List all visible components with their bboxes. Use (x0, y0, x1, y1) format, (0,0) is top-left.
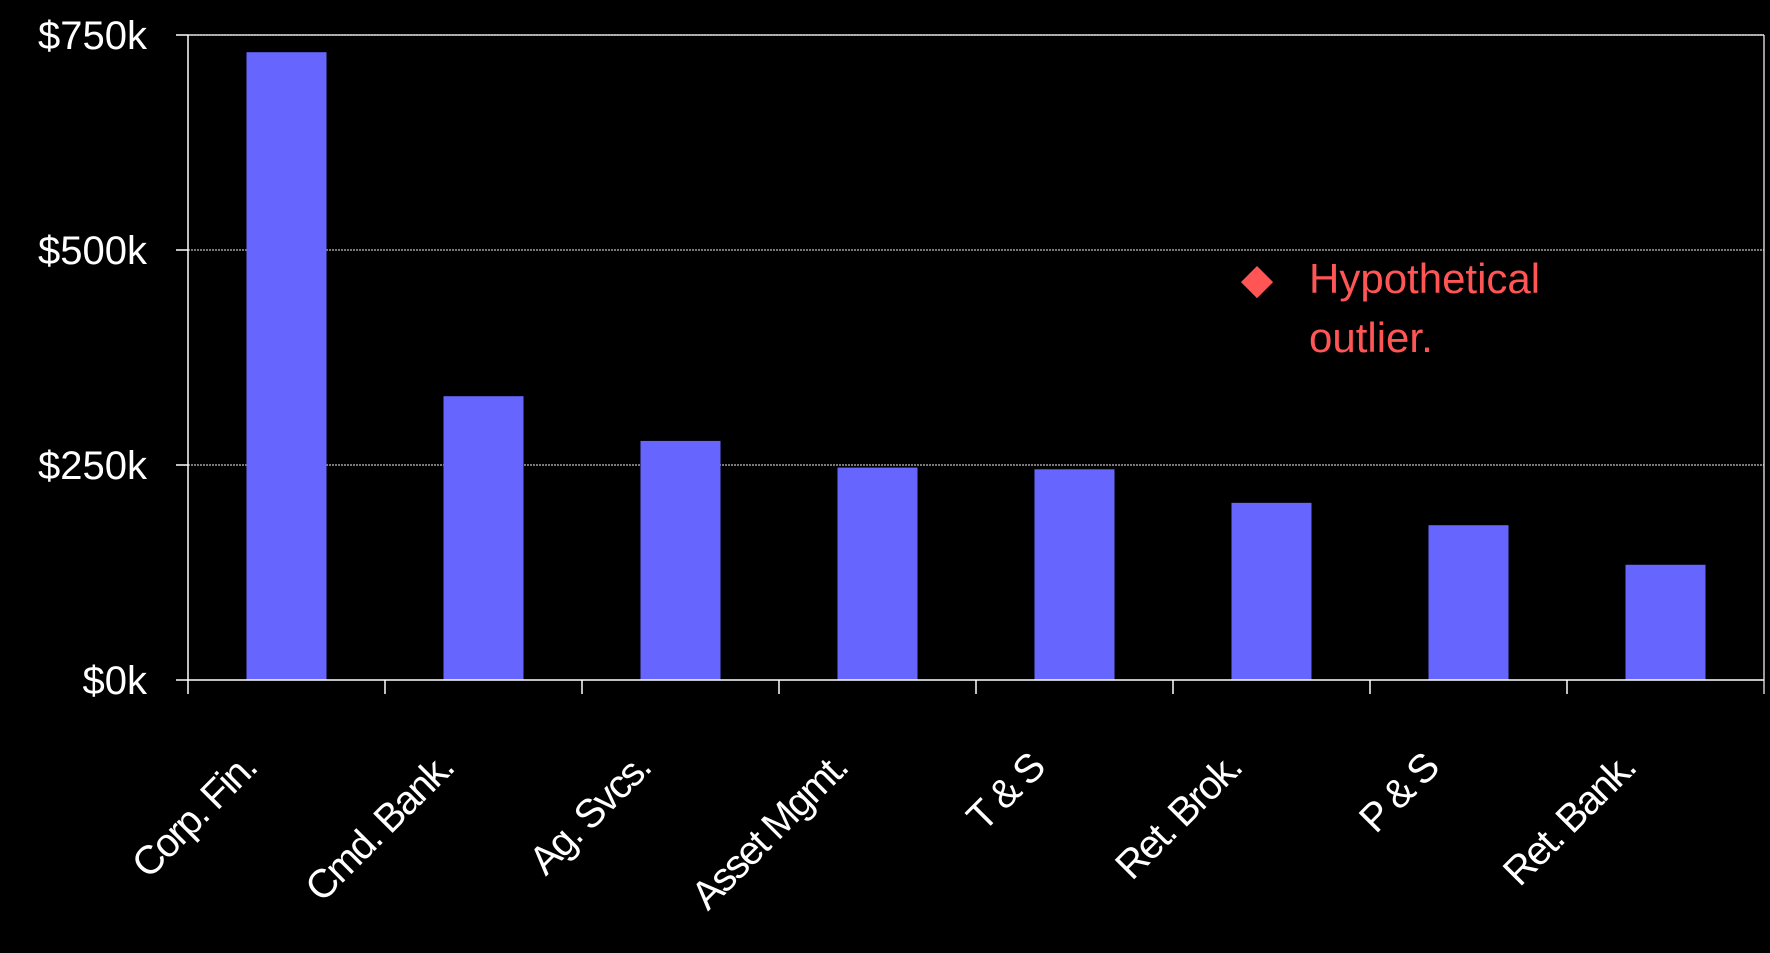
bar (640, 440, 721, 680)
y-tick-label: $750k (38, 14, 148, 58)
y-axis-tick-labels: $0k $250k $500k $750k (38, 14, 148, 703)
y-tick-label: $500k (38, 229, 148, 273)
bar (1625, 564, 1706, 680)
y-tick-label: $250k (38, 444, 148, 488)
y-tick-label: $0k (83, 659, 148, 703)
bar (1231, 502, 1312, 680)
outlier-annotation: ◆ Hypothetical outlier. (1241, 255, 1540, 361)
bar (246, 52, 327, 680)
bar (1428, 525, 1509, 680)
bar (837, 467, 918, 680)
bar (1034, 469, 1115, 680)
axes (176, 34, 1765, 694)
bar (443, 396, 524, 680)
annotation-line-2: outlier. (1309, 314, 1433, 361)
annotation-line-1: Hypothetical (1309, 255, 1540, 302)
annotation-marker-icon: ◆ (1241, 255, 1274, 302)
bars (246, 52, 1706, 680)
